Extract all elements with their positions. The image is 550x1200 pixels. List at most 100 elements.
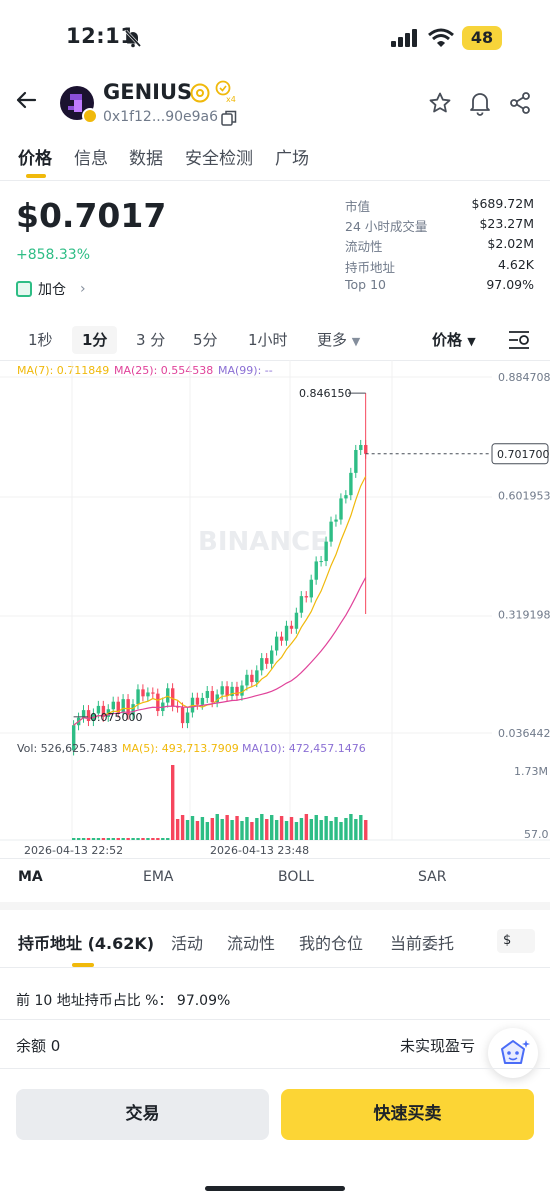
candle-body: [309, 579, 313, 598]
volume-bar: [230, 820, 234, 840]
price-type-selector[interactable]: 价格 ▼: [432, 326, 476, 354]
candle-body: [230, 686, 234, 697]
volume-bar: [329, 821, 333, 840]
candle-body: [344, 495, 348, 499]
candle-body: [299, 596, 304, 613]
interval-5m[interactable]: 5分: [193, 331, 218, 349]
top10-ratio: 前 10 地址持币占比 %： 97.09%: [16, 993, 231, 1009]
candle-body: [324, 541, 328, 562]
add-position-icon: [16, 281, 32, 297]
indicator-sar[interactable]: SAR: [418, 869, 447, 885]
candle-body: [274, 636, 279, 651]
ma7-line: [73, 476, 367, 726]
footer-divider: [0, 1068, 550, 1069]
interval-1h[interactable]: 1小时: [248, 331, 288, 349]
tab-info[interactable]: 信息: [74, 149, 108, 169]
candle-body: [166, 688, 170, 703]
quick-buy-sell-button[interactable]: 快速买卖: [281, 1089, 534, 1140]
volume-bar: [96, 838, 101, 840]
tabs-divider: [0, 180, 550, 181]
volume-bar: [121, 838, 125, 840]
interval-1m[interactable]: 1分: [72, 326, 118, 354]
interval-1s[interactable]: 1秒: [28, 331, 53, 349]
candle-body: [255, 670, 259, 683]
tab-activity[interactable]: 活动: [171, 934, 204, 953]
ai-assistant-button[interactable]: [488, 1028, 538, 1078]
trade-button[interactable]: 交易: [16, 1089, 269, 1140]
back-arrow-icon[interactable]: [14, 88, 38, 112]
candle-body: [284, 625, 289, 641]
y-tick-label: 0.601953: [498, 490, 550, 503]
ma25-legend: MA(25): 0.554538: [114, 364, 214, 377]
tab-security[interactable]: 安全检测: [185, 149, 253, 169]
candle-body: [359, 444, 363, 450]
copy-icon[interactable]: [221, 110, 237, 126]
current-price-tag: [491, 443, 549, 465]
indicator-ema[interactable]: EMA: [143, 869, 174, 885]
x-axis-label: 2026-04-13 23:48: [210, 844, 309, 857]
candle-body: [86, 710, 91, 722]
y-tick-label: 0.319198: [498, 608, 550, 621]
candle-body: [171, 688, 175, 707]
candlestick-chart[interactable]: BINANCE 0.884708 0.601953 0.319198 0.036442…: [0, 360, 550, 860]
verified-at-icon[interactable]: [190, 83, 210, 103]
bottom-tabs-divider: [0, 967, 550, 968]
badge-x4-icon[interactable]: x4: [214, 80, 236, 104]
tab-my-positions[interactable]: 我的仓位: [299, 934, 364, 953]
currency-selector[interactable]: $: [497, 929, 535, 953]
candle-body: [210, 691, 214, 703]
tab-open-orders[interactable]: 当前委托: [390, 934, 455, 953]
star-icon[interactable]: [428, 91, 452, 115]
volume-bar: [195, 821, 200, 840]
volume-bar: [220, 819, 224, 840]
chart-settings-icon[interactable]: [508, 330, 532, 350]
y-tick-label: 0.884708: [498, 371, 550, 384]
chain-badge-icon: [82, 108, 98, 124]
volume-bar: [190, 816, 195, 840]
price-change: +858.33%: [16, 247, 91, 263]
volume-bar: [240, 821, 244, 840]
candle-body: [101, 705, 106, 717]
volume-bar: [274, 820, 279, 840]
candle-body: [289, 625, 294, 629]
volume-bar: [339, 822, 343, 840]
candle-body: [294, 612, 299, 629]
candle-body: [270, 650, 274, 664]
interval-more[interactable]: 更多 ▼: [317, 326, 360, 354]
volume-bar: [175, 819, 180, 840]
tab-data[interactable]: 数据: [129, 149, 163, 169]
vol-legend: Vol: 526,625.7483: [17, 742, 118, 755]
candle-body: [339, 498, 343, 520]
candle-body: [200, 697, 205, 705]
volume-bar: [205, 822, 210, 840]
tab-price[interactable]: 价格: [18, 149, 52, 169]
tab-liquidity[interactable]: 流动性: [227, 934, 276, 953]
candle-body: [235, 686, 239, 696]
volume-bar: [76, 838, 81, 840]
x-axis-label: 2026-04-13 22:52: [24, 844, 123, 857]
indicator-boll[interactable]: BOLL: [278, 869, 314, 885]
volume-bar: [185, 820, 190, 840]
add-position-button[interactable]: 加仓 ›: [16, 276, 86, 302]
unrealized-pnl-label: 未实现盈亏: [400, 1037, 476, 1055]
share-icon[interactable]: [508, 91, 532, 115]
tab-holders[interactable]: 持币地址 (4.62K): [18, 934, 155, 953]
svg-text:x4: x4: [226, 95, 236, 104]
candle-body: [111, 701, 115, 710]
indicator-ma[interactable]: MA: [18, 869, 43, 885]
volume-bar: [314, 815, 318, 840]
tab-square[interactable]: 广场: [275, 149, 309, 169]
candle-body: [205, 691, 210, 698]
candle-body: [151, 692, 155, 694]
caret-down-icon: ▼: [351, 335, 361, 348]
stat-value-holders: 4.62K: [497, 257, 534, 272]
token-name: GENIUS: [103, 80, 193, 104]
bell-icon[interactable]: [468, 90, 492, 116]
stat-label-market-cap: 市值: [345, 199, 371, 214]
candle-body: [250, 674, 254, 683]
volume-bar: [111, 838, 115, 840]
candle-body: [329, 521, 333, 542]
volume-bar: [364, 820, 368, 840]
interval-3m[interactable]: 3 分: [136, 331, 166, 349]
candle-body: [265, 658, 269, 664]
